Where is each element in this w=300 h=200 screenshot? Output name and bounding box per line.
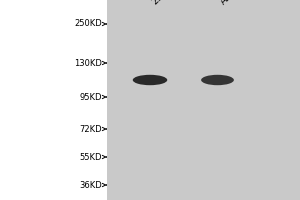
Text: 130KD: 130KD: [74, 58, 102, 68]
Text: 293T: 293T: [150, 0, 172, 6]
Text: 36KD: 36KD: [79, 180, 102, 190]
Ellipse shape: [201, 75, 234, 85]
Text: 95KD: 95KD: [80, 92, 102, 102]
Text: 72KD: 72KD: [80, 124, 102, 134]
Text: 250KD: 250KD: [74, 20, 102, 28]
Text: A549: A549: [219, 0, 242, 6]
Bar: [106, 0, 300, 200]
Ellipse shape: [133, 75, 167, 85]
Text: 55KD: 55KD: [80, 152, 102, 162]
